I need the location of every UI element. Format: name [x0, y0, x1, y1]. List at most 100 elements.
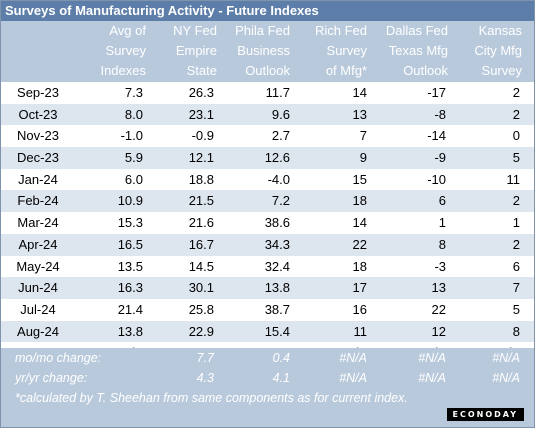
table-cell: -4.0: [267, 171, 290, 187]
table-cell: 30.1: [188, 280, 214, 296]
table-cell: 21.6: [188, 215, 214, 231]
table-row: Apr-24 16.5 16.7 34.3 22 8 2: [1, 233, 534, 256]
table-cell: 6: [438, 193, 446, 209]
table-cell: 22: [352, 236, 367, 252]
table-cell: 14: [352, 85, 367, 100]
footnote: *calculated by T. Sheehan from same comp…: [15, 391, 408, 405]
column-header-line: Indexes: [100, 63, 146, 78]
table-cell: 11.7: [265, 85, 290, 100]
row-label: May-24: [16, 258, 60, 274]
summary-label: yr/yr change:: [15, 371, 88, 385]
row-label: Oct-23: [18, 106, 58, 122]
table-cell: 38.6: [264, 215, 290, 231]
table-cell: 6.0: [124, 171, 143, 187]
econoday-logo: ECONODAY: [446, 408, 524, 421]
row-label: Feb-24: [17, 193, 59, 209]
table-cell: 18.8: [188, 171, 214, 187]
summary-cell: 4.3: [196, 371, 214, 385]
table-row: Jan-24 6.0 18.8 -4.0 15 -10 11: [1, 169, 534, 191]
table-row: Oct-23 8.0 23.1 9.6 13 -8 2: [1, 103, 534, 126]
table-cell: 7.3: [124, 85, 143, 100]
column-header: Kansas City Mfg Survey: [450, 21, 522, 82]
column-header-line: Dallas Fed: [385, 23, 448, 38]
column-header-line: Rich Fed: [314, 23, 367, 38]
table-cell: 0: [512, 128, 520, 144]
table-cell: -14: [427, 128, 446, 144]
table-cell: 5.9: [124, 150, 143, 166]
table-cell: 9.6: [271, 106, 290, 122]
column-header: Rich Fed Survey of Mfg*: [294, 21, 367, 82]
table-cell: 9: [359, 150, 367, 166]
summary-cell: #N/A: [339, 351, 367, 365]
row-label: Apr-24: [18, 236, 58, 252]
table-cell: 22.9: [188, 323, 214, 339]
table-cell: -10: [427, 171, 446, 187]
table-cell: 1: [512, 215, 520, 231]
table-cell: 8: [512, 323, 520, 339]
column-header-line: of Mfg*: [325, 63, 367, 78]
table-cell: 15.3: [117, 215, 143, 231]
table-row: Aug-24 13.8 22.9 15.4 11 12 8: [1, 320, 534, 343]
summary-cell: #N/A: [418, 371, 446, 385]
table-cell: 13.8: [117, 323, 143, 339]
table-cell: 2: [512, 85, 520, 100]
column-header-line: Phila Fed: [235, 23, 290, 38]
table-cell: 25.8: [188, 301, 214, 317]
summary-cell: #N/A: [418, 351, 446, 365]
summary-cell: 4.1: [272, 371, 290, 385]
table-cell: 13.5: [117, 258, 143, 274]
table-cell: 10.9: [117, 193, 143, 209]
column-header-line: Empire: [175, 43, 217, 58]
table-cell: 2: [512, 236, 520, 252]
table-cell: 14.5: [188, 258, 214, 274]
table-cell: -3: [434, 258, 446, 274]
summary-cell: #N/A: [492, 351, 520, 365]
row-label: Sep-23: [17, 85, 59, 100]
summary-row: mo/mo change: 7.7 0.4 #N/A #N/A #N/A: [1, 348, 534, 368]
table-cell: -17: [427, 85, 446, 100]
table-header: Avg of Survey Indexes NY Fed Empire State Phil…: [1, 21, 534, 82]
table-cell: 7: [512, 280, 520, 296]
row-label: Dec-23: [17, 150, 59, 166]
column-header-line: Business: [237, 43, 290, 58]
column-header-line: Outlook: [403, 63, 448, 78]
table-cell: 8: [438, 236, 446, 252]
summary-cell: 0.4: [272, 351, 290, 365]
table-cell: 2.7: [271, 128, 290, 144]
table-row: Nov-23 -1.0 -0.9 2.7 7 -14 0: [1, 125, 534, 147]
summary-cell: #N/A: [339, 371, 367, 385]
row-label: Mar-24: [17, 215, 59, 231]
column-header: Phila Fed Business Outlook: [218, 21, 290, 82]
column-header-line: Outlook: [245, 63, 290, 78]
summary-label: mo/mo change:: [15, 351, 102, 365]
table-row: Sep-23 7.3 26.3 11.7 14 -17 2: [1, 82, 534, 104]
column-header-line: Survey: [326, 43, 367, 58]
table-cell: -1.0: [120, 128, 143, 144]
table-cell: 12.1: [188, 150, 214, 166]
table-cell: 12.6: [264, 150, 290, 166]
column-header: Avg of Survey Indexes: [81, 21, 146, 82]
table-cell: 23.1: [188, 106, 214, 122]
table-cell: 15.4: [264, 323, 290, 339]
table-cell: -9: [434, 150, 446, 166]
table-cell: -8: [434, 106, 446, 122]
column-header: Dallas Fed Texas Mfg Outlook: [371, 21, 448, 82]
column-header: NY Fed Empire State: [147, 21, 217, 82]
table-title: Surveys of Manufacturing Activity - Futu…: [1, 1, 534, 21]
table-cell: 11: [353, 323, 368, 339]
table-cell: 15: [352, 171, 367, 187]
table-cell: 8.0: [124, 106, 143, 122]
table-cell: 16.5: [117, 236, 143, 252]
row-label: Aug-24: [17, 323, 59, 339]
table-cell: 2: [512, 193, 520, 209]
column-header-line: City Mfg: [474, 43, 522, 58]
table-cell: 38.7: [264, 301, 290, 317]
table-footer: mo/mo change: 7.7 0.4 #N/A #N/A #N/A yr/yr cha…: [1, 348, 534, 427]
table-cell: 2: [512, 106, 520, 122]
summary-cell: #N/A: [492, 371, 520, 385]
table-cell: 12: [431, 323, 446, 339]
row-label: Nov-23: [17, 128, 59, 144]
table-cell: 6: [512, 258, 520, 274]
summary-cell: 7.7: [196, 351, 214, 365]
table-cell: 18: [352, 258, 367, 274]
